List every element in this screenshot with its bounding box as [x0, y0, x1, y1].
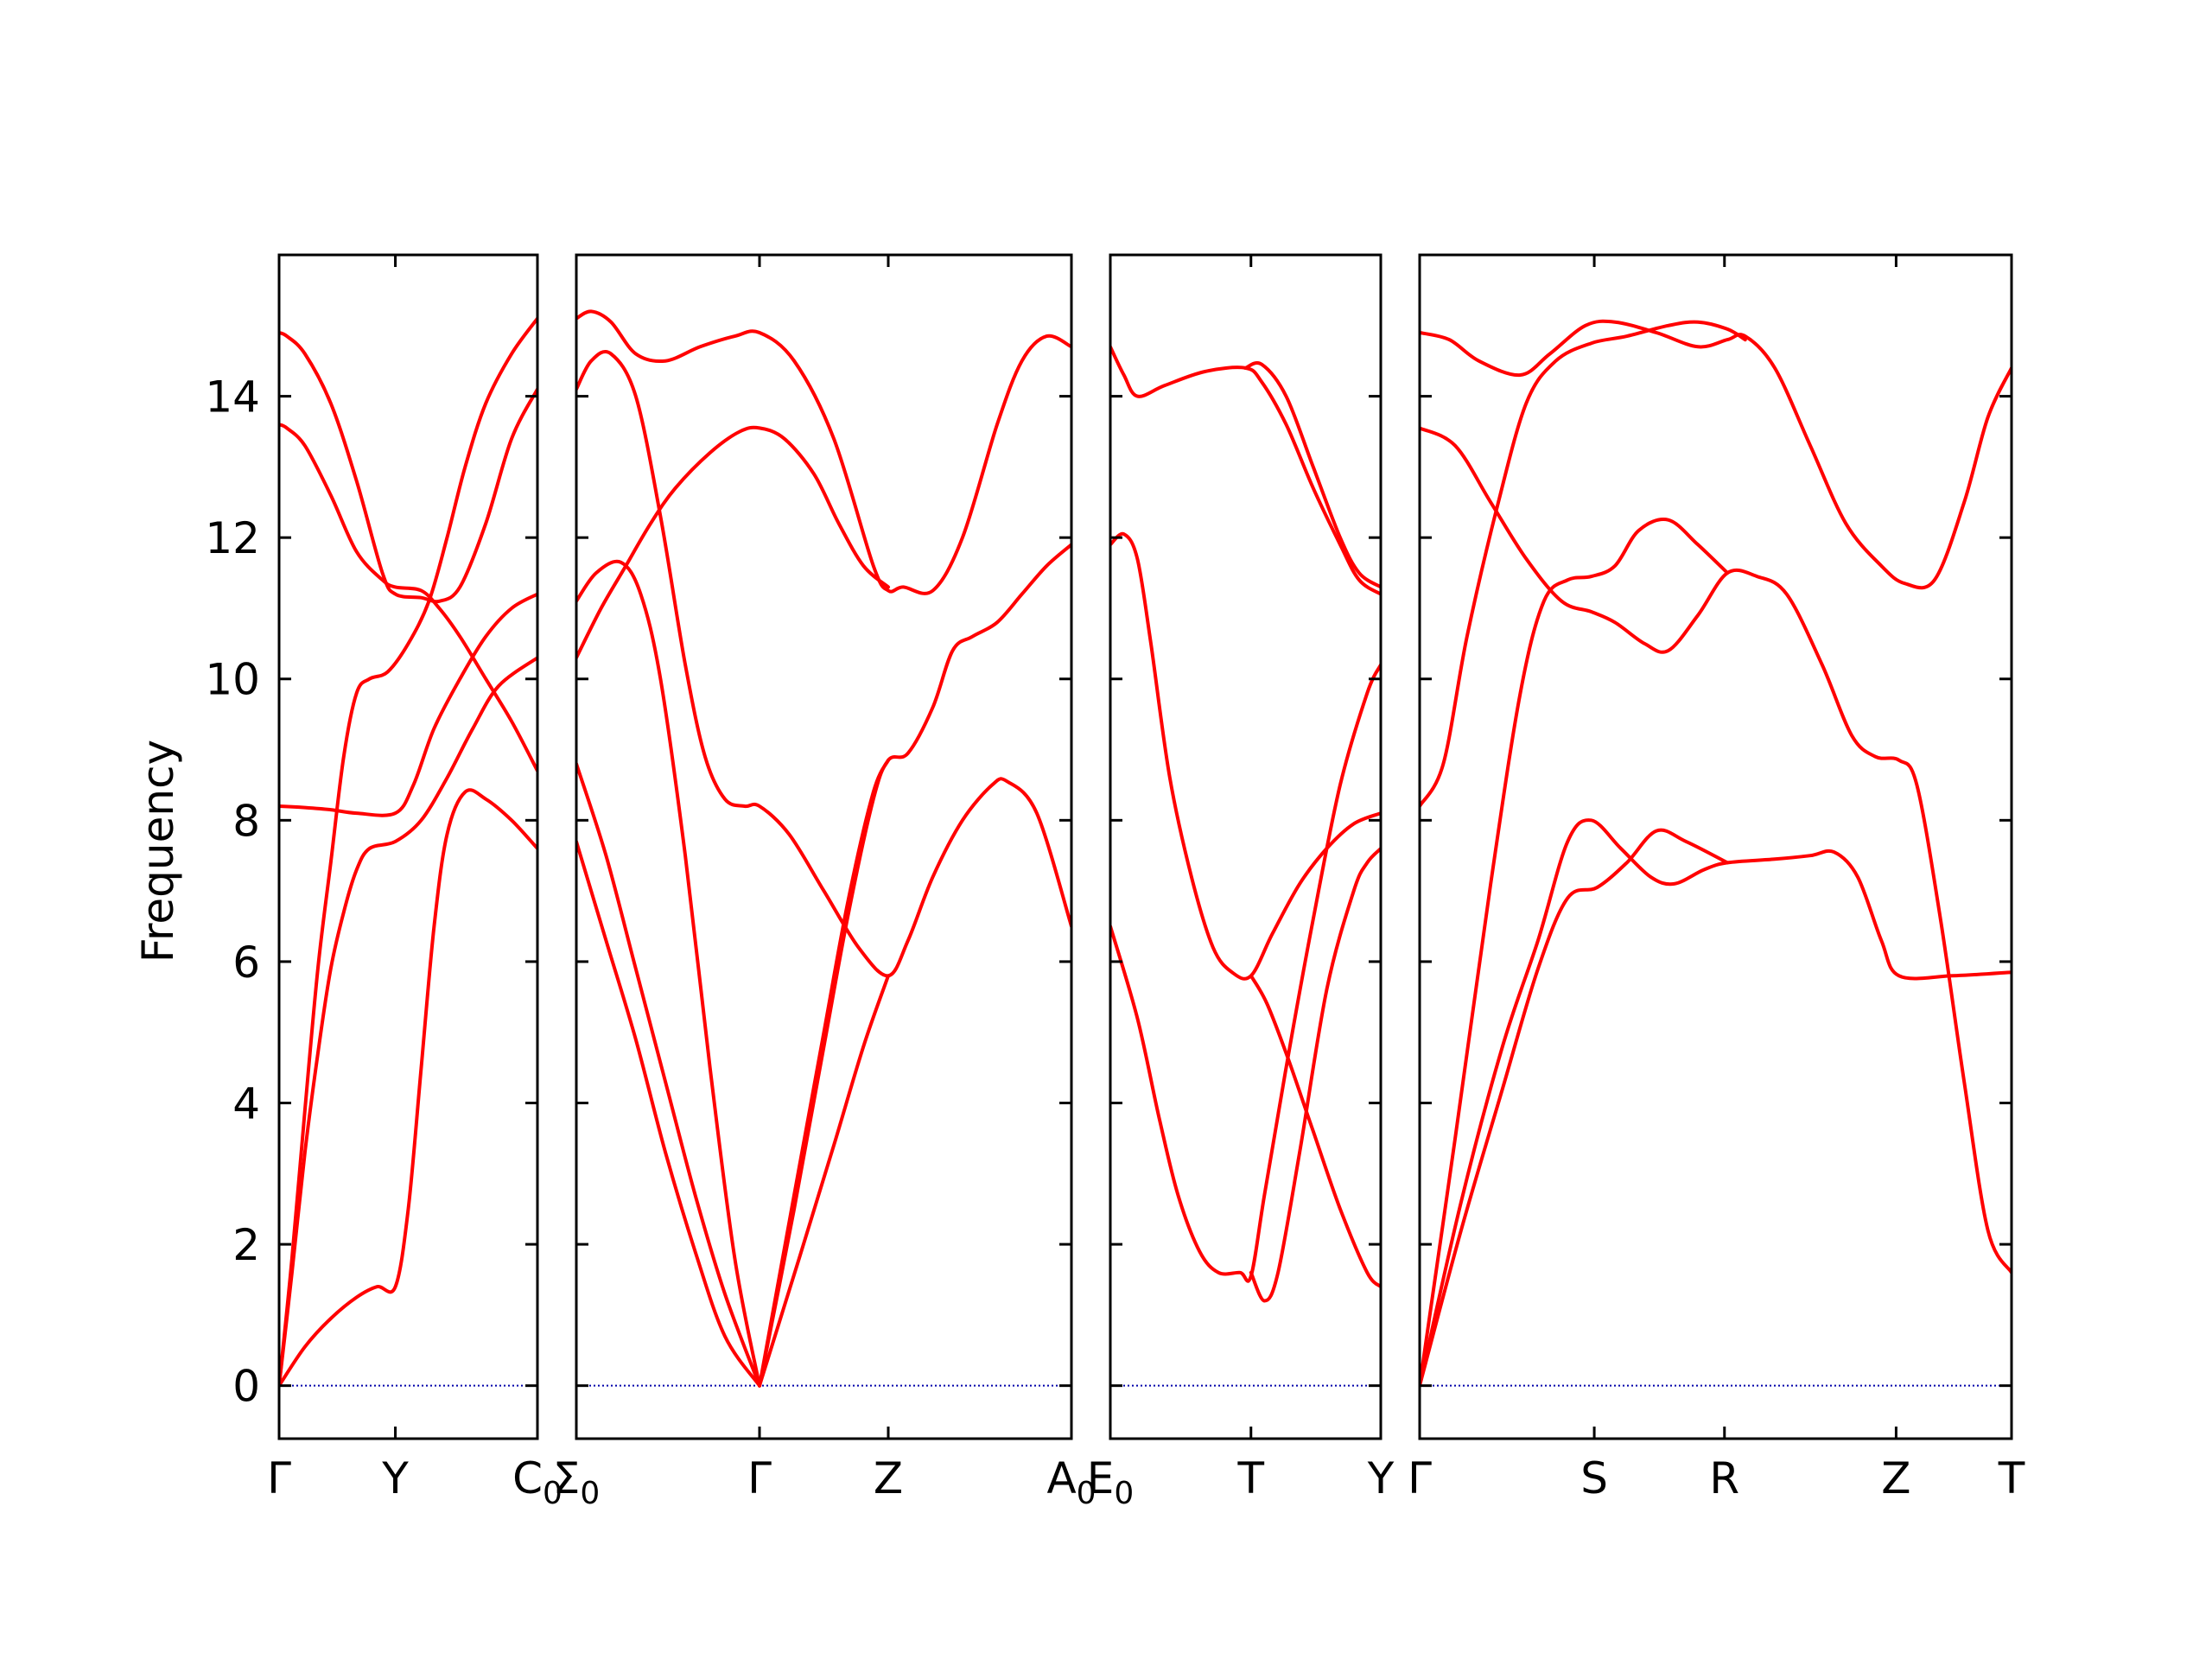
band-line-p2-7: [758, 543, 1071, 1388]
x-tick-label-p4-4: Z: [1881, 1453, 1910, 1503]
band-line-p4-1: [1420, 319, 2012, 590]
band-line-p1-3: [279, 592, 537, 817]
x-tick-label-p4-2: S: [1580, 1453, 1608, 1503]
band-line-p3-6: [1249, 974, 1381, 1289]
axes-layer: [277, 253, 2013, 1440]
panel-1-frame: [277, 253, 539, 1440]
band-line-p3-4: [1110, 663, 1381, 1283]
band-line-p2-5: [576, 761, 761, 1388]
band-line-p1-5: [279, 656, 537, 1388]
x-tick-label-p2-3: Z: [874, 1453, 903, 1503]
x-tick-label-p2-4: A0: [1046, 1453, 1096, 1511]
x-tick-label-p4-3: R: [1709, 1453, 1739, 1503]
x-tick-label-p3-2: T: [1236, 1453, 1264, 1503]
x-tick-label-p3-1: E0: [1087, 1453, 1135, 1511]
band-line-p1-4: [279, 316, 537, 1388]
y-tick-label: 10: [205, 655, 260, 705]
x-tick-label-p3-3: Y: [1367, 1453, 1395, 1503]
panel-3-bands: [1110, 345, 1381, 1387]
panel-2-frame: [575, 253, 1073, 1440]
panel-1-bands: [279, 316, 537, 1388]
y-tick-label: 0: [232, 1362, 260, 1412]
panel-4-bands: [1420, 319, 2012, 1388]
x-tick-label-p4-5: T: [1998, 1453, 2025, 1503]
x-tick-label-p1-2: Y: [381, 1453, 409, 1503]
x-tick-label-p1-3: C0: [512, 1453, 563, 1511]
band-line-p2-8: [758, 758, 890, 1388]
band-line-p2-2: [576, 349, 1071, 978]
band-line-p2-4: [576, 559, 761, 1388]
band-line-p4-2: [1420, 320, 1747, 808]
y-tick-label: 6: [232, 938, 260, 988]
panel-4-frame: [1418, 253, 2013, 1440]
band-line-p1-2: [279, 423, 537, 773]
y-axis-label: Frequency: [133, 740, 183, 963]
band-line-p2-9: [758, 974, 890, 1388]
x-tick-label-p1-1: Γ: [267, 1453, 291, 1503]
x-tick-label-p4-1: Γ: [1408, 1453, 1432, 1503]
band-line-p1-1: [279, 331, 537, 604]
band-line-p3-1: [1110, 345, 1381, 596]
band-line-p1-6: [279, 788, 537, 1388]
band-line-p3-5: [1249, 847, 1381, 1303]
y-tick-label: 12: [205, 513, 260, 563]
band-line-p4-6: [1420, 828, 1730, 1388]
x-tick-label-p2-2: Γ: [747, 1453, 772, 1503]
x-tick-label-p2-1: Σ0: [553, 1453, 601, 1511]
band-line-p4-4: [1420, 518, 1730, 1388]
panel-3-frame: [1109, 253, 1382, 1440]
band-line-p4-3: [1420, 426, 2012, 1274]
y-tick-label: 2: [232, 1220, 260, 1270]
y-tick-label: 4: [232, 1078, 260, 1128]
band-line-p3-2: [1243, 361, 1381, 589]
band-line-p4-5: [1420, 818, 2012, 1388]
bands-layer: [279, 309, 2012, 1388]
y-tick-label: 8: [232, 796, 260, 846]
y-tick-label: 14: [205, 372, 260, 423]
band-line-p2-1: [576, 309, 1071, 595]
band-line-p3-3: [1110, 531, 1381, 981]
panel-2-bands: [576, 309, 1071, 1388]
band-line-p2-6: [576, 839, 761, 1388]
